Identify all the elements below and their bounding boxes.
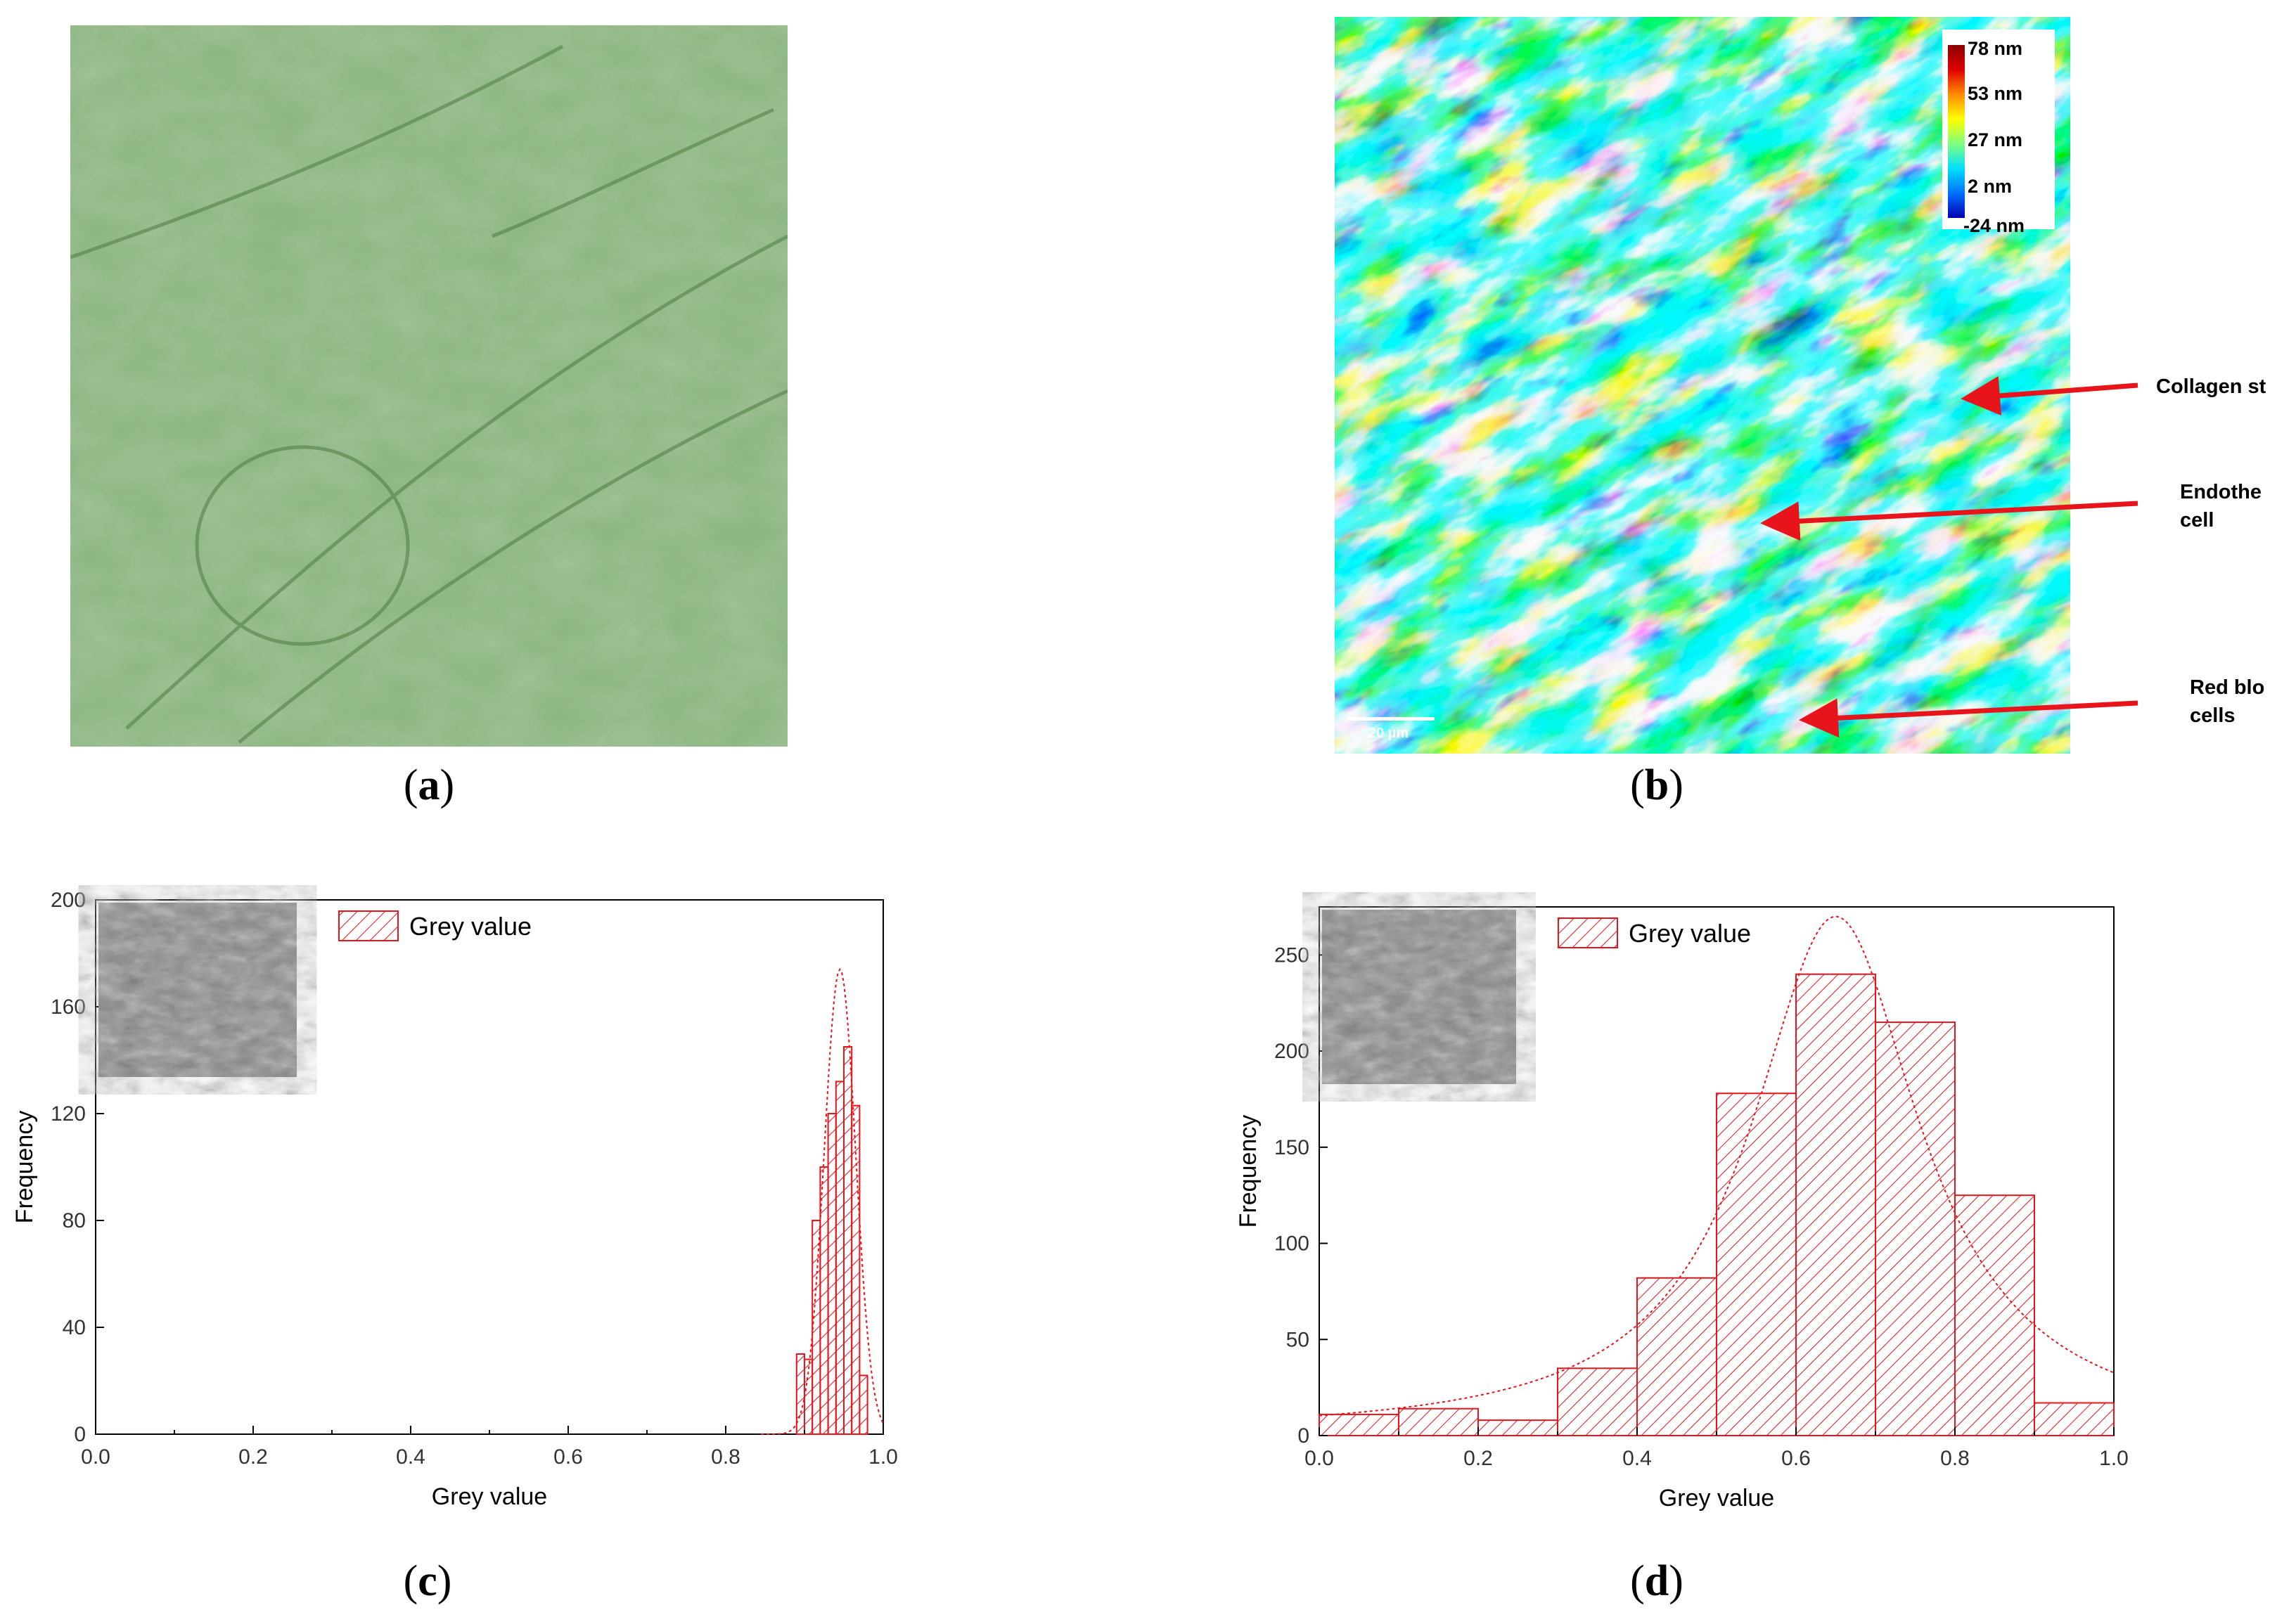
- y-tick-label-4: 200: [1274, 1040, 1309, 1063]
- x-axis-label: Grey value: [1659, 1485, 1774, 1512]
- x-tick-label-2: 0.4: [396, 1445, 425, 1469]
- x-tick-label-5: 1.0: [868, 1445, 898, 1469]
- bar-7: [851, 1104, 861, 1435]
- y-tick-label-3: 120: [51, 1102, 86, 1126]
- y-tick-label-5: 200: [51, 889, 86, 912]
- histogram-c: 0.0 0.2 0.4 0.6 0.8 1.0 0 40 80 120 160 200 Grey val…: [0, 837, 970, 1547]
- scale-bar: [1347, 717, 1435, 721]
- arrow-collagen: [1961, 376, 2138, 415]
- x-tick-label-5: 1.0: [2099, 1447, 2129, 1470]
- annotation-endothelial: Endothe cell: [2180, 481, 2262, 531]
- colorbar-gradient: [1948, 45, 1965, 218]
- histogram-d-svg: 0.0 0.2 0.4 0.6 0.8 1.0 0 50 100 150 200 250 Grey va…: [1235, 906, 2129, 1512]
- bar-2: [1477, 1419, 1558, 1437]
- x-tick-label-0: 0.0: [81, 1445, 110, 1469]
- colorbar-label-53: 53 nm: [1968, 83, 2023, 104]
- y-tick-label-2: 80: [63, 1209, 86, 1232]
- x-tick-label-0: 0.0: [1304, 1447, 1334, 1470]
- y-tick-label-1: 40: [63, 1316, 86, 1339]
- y-tick-label-5: 250: [1274, 943, 1309, 967]
- x-tick-label-1: 0.2: [1463, 1447, 1493, 1470]
- x-tick-label-3: 0.6: [553, 1445, 583, 1469]
- x-tick-label-4: 0.8: [1940, 1447, 1970, 1470]
- caption-d: (d): [1630, 1557, 1683, 1605]
- legend-label: Grey value: [409, 912, 532, 941]
- y-tick-label-0: 0: [74, 1423, 86, 1446]
- annotation-red-blood: Red blo cells: [2190, 676, 2265, 727]
- arrow-red-blood: [1799, 698, 2138, 738]
- legend-swatch: [338, 910, 399, 941]
- bar-7: [1875, 1022, 1956, 1436]
- y-tick-label-2: 100: [1274, 1232, 1309, 1256]
- bar-5: [835, 1081, 845, 1435]
- colorbar-label-27: 27 nm: [1968, 129, 2023, 150]
- scale-bar-label: 20 µm: [1368, 726, 1409, 741]
- fit-curve: [761, 967, 884, 1435]
- y-tick-label-1: 50: [1286, 1328, 1309, 1351]
- bar-6: [1795, 973, 1876, 1436]
- legend-label: Grey value: [1629, 919, 1751, 948]
- arrow-endothelial: [1760, 501, 2138, 541]
- caption-b: (b): [1630, 761, 1683, 809]
- bar-0: [1319, 1413, 1399, 1436]
- bar-8: [859, 1374, 868, 1436]
- y-tick-label-3: 150: [1274, 1136, 1309, 1159]
- height-map-b: 78 nm 53 nm 27 nm 2 nm -24 nm 20 µm: [1335, 17, 2070, 754]
- y-tick-label-4: 160: [51, 995, 86, 1019]
- caption-a: (a): [403, 761, 455, 809]
- colorbar: 78 nm 53 nm 27 nm 2 nm -24 nm: [1942, 30, 2055, 236]
- colorbar-label-78: 78 nm: [1968, 38, 2023, 59]
- colorbar-label-neg24: -24 nm: [1963, 215, 2025, 236]
- bar-9: [2034, 1402, 2115, 1437]
- y-axis-label: Frequency: [1235, 1115, 1262, 1228]
- x-tick-label-1: 0.2: [238, 1445, 268, 1469]
- micrograph-a-texture: [70, 25, 788, 747]
- colorbar-label-2: 2 nm: [1968, 176, 2013, 197]
- bar-1: [1398, 1407, 1479, 1437]
- x-tick-label-4: 0.8: [711, 1445, 740, 1469]
- bar-3: [1557, 1367, 1638, 1436]
- bar-3: [819, 1166, 829, 1435]
- bar-4: [827, 1113, 837, 1435]
- bar-5: [1716, 1093, 1797, 1436]
- annotation-collagen: Collagen st: [2156, 375, 2266, 398]
- micrograph-a: [70, 25, 788, 747]
- inset-image: [98, 903, 297, 1077]
- inset-image: [1322, 910, 1516, 1084]
- bar-1: [804, 1358, 814, 1435]
- histogram-d: 0.0 0.2 0.4 0.6 0.8 1.0 0 50 100 150 200 250 Grey va…: [1224, 837, 2208, 1547]
- y-tick-label-0: 0: [1297, 1424, 1309, 1448]
- bar-4: [1636, 1277, 1717, 1436]
- x-axis-label: Grey value: [432, 1483, 547, 1510]
- bar-6: [843, 1046, 853, 1435]
- legend-swatch: [1558, 917, 1618, 948]
- histogram-c-svg: 0.0 0.2 0.4 0.6 0.8 1.0 0 40 80 120 160 200 Grey val…: [11, 889, 898, 1510]
- x-tick-label-2: 0.4: [1622, 1447, 1652, 1470]
- bar-8: [1954, 1194, 2035, 1436]
- fit-curve: [1319, 915, 2115, 1417]
- x-tick-label-3: 0.6: [1781, 1447, 1811, 1470]
- caption-c: (c): [403, 1557, 452, 1605]
- y-axis-label: Frequency: [11, 1111, 38, 1224]
